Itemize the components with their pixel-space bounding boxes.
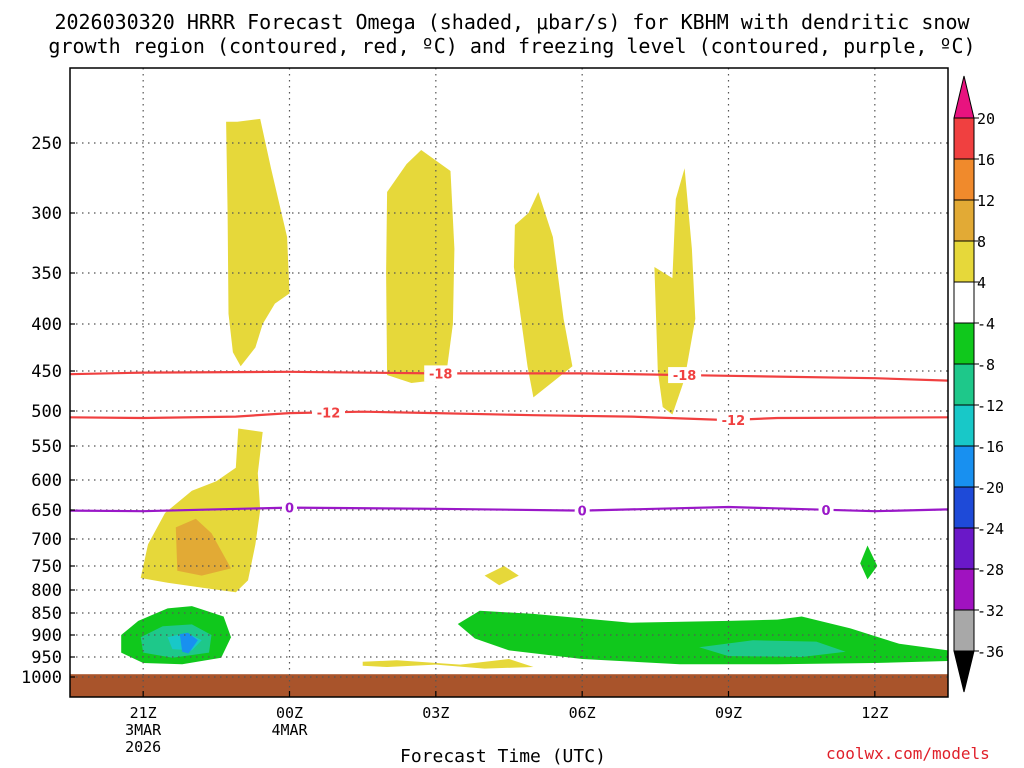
colorbar-label: 4 (977, 274, 986, 292)
x-tick-label: 3MAR (125, 721, 162, 739)
x-tick-label: 4MAR (271, 721, 308, 739)
omega-region (513, 192, 573, 398)
colorbar-segment (953, 158, 975, 201)
colorbar-segment (953, 609, 975, 652)
x-tick-label: 09Z (715, 704, 742, 722)
x-tick-label: 06Z (569, 704, 596, 722)
y-tick-label: 600 (31, 471, 62, 491)
omega-region (699, 640, 846, 657)
colorbar-segment (953, 486, 975, 529)
contour-label: 0 (578, 505, 587, 520)
colorbar-segment (953, 281, 975, 324)
plot-frame (69, 67, 949, 698)
contour-label: 0 (822, 504, 831, 519)
y-tick-label: 250 (31, 134, 62, 154)
colorbar-label: 8 (977, 233, 986, 251)
x-tick-label: 12Z (861, 704, 888, 722)
y-tick-label: 300 (31, 204, 62, 224)
colorbar-label: 16 (977, 151, 995, 169)
colorbar-top-arrow (953, 75, 975, 119)
contour-label-bg (668, 367, 702, 384)
y-tick-label: 750 (31, 557, 62, 577)
x-tick-label: 03Z (422, 704, 449, 722)
source-credit: coolwx.com/models (826, 744, 990, 763)
colorbar-label: -16 (977, 438, 1004, 456)
colorbar-segment (953, 199, 975, 242)
colorbar-segment (953, 240, 975, 283)
colorbar-label: 12 (977, 192, 995, 210)
colorbar-label: -4 (977, 315, 995, 333)
omega-region (860, 545, 878, 580)
x-tick-label: 00Z (276, 704, 303, 722)
omega-region (226, 118, 290, 367)
contour-label: -18 (673, 369, 697, 384)
contour-line (69, 410, 949, 422)
omega-region (179, 632, 198, 654)
colorbar-segment (953, 527, 975, 570)
x-tick-label: 2026 (125, 738, 161, 756)
colorbar-bottom-arrow (953, 650, 975, 693)
colorbar-label: -12 (977, 397, 1004, 415)
colorbar-label: -20 (977, 479, 1004, 497)
colorbar-segment (953, 322, 975, 365)
colorbar-label: -36 (977, 643, 1004, 661)
y-tick-label: 800 (31, 581, 62, 601)
colorbar-segment (953, 445, 975, 488)
x-tick-label: 21Z (130, 704, 157, 722)
y-tick-label: 400 (31, 315, 62, 335)
omega-region (386, 150, 455, 383)
y-tick-label: 550 (31, 437, 62, 457)
omega-region (484, 566, 519, 586)
y-tick-label: 950 (31, 648, 62, 668)
y-tick-label: 900 (31, 626, 62, 646)
contour-label-bg (282, 499, 297, 516)
omega-shading-group (70, 118, 948, 697)
colorbar-segment (953, 117, 975, 160)
chart-title-line-1: 2026030320 HRRR Forecast Omega (shaded, … (54, 10, 970, 34)
ground-surface (70, 674, 948, 697)
colorbar-label: -8 (977, 356, 995, 374)
contour-label: -12 (722, 414, 746, 429)
contour-label-bg (574, 502, 590, 519)
colorbar-segment (953, 568, 975, 611)
y-tick-label: 350 (31, 264, 62, 284)
colorbar-label: -32 (977, 602, 1004, 620)
contour-label-bg (716, 411, 750, 428)
contour-label: 0 (285, 502, 294, 517)
contour-label: -12 (317, 406, 341, 421)
colorbar-segment (953, 404, 975, 447)
contour-line (69, 370, 949, 382)
omega-region (362, 659, 534, 669)
colorbar-segment (953, 363, 975, 406)
x-axis-label: Forecast Time (UTC) (400, 746, 606, 767)
y-tick-label: 650 (31, 501, 62, 521)
y-tick-label: 500 (31, 402, 62, 422)
colorbar-label: -28 (977, 561, 1004, 579)
y-tick-label: 450 (31, 362, 62, 382)
omega-region (175, 518, 231, 576)
colorbar-label: 20 (977, 110, 995, 128)
chart-title-line-2: growth region (contoured, red, ºC) and f… (48, 34, 976, 58)
contour-label-bg (818, 501, 834, 518)
colorbar-label: -24 (977, 520, 1004, 538)
contour-label-bg (424, 365, 458, 382)
y-tick-label: 1000 (21, 668, 62, 688)
y-tick-label: 700 (31, 530, 62, 550)
contour-label: -18 (429, 367, 453, 382)
omega-region (654, 168, 696, 415)
y-tick-label: 850 (31, 604, 62, 624)
contour-label-bg (312, 404, 346, 421)
